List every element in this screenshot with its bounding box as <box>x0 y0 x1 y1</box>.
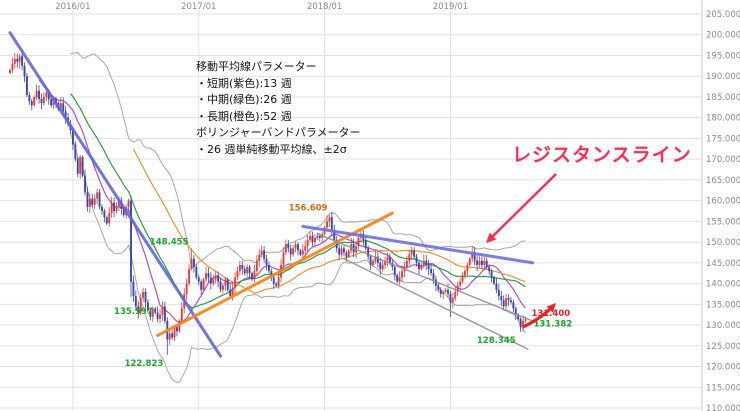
svg-text:148.455: 148.455 <box>150 238 189 248</box>
svg-text:120.000: 120.000 <box>706 363 740 373</box>
svg-text:135.000: 135.000 <box>706 300 740 310</box>
bb-detail-line: ・26 週単純移動平均線、±2σ <box>196 142 347 156</box>
svg-text:150.000: 150.000 <box>706 238 740 248</box>
svg-text:122.823: 122.823 <box>125 359 164 369</box>
price-labels: 148.455 156.609 135.597 122.823 128.345 131.4… <box>114 204 572 369</box>
trend-line-uptrend-2017 <box>156 211 394 337</box>
svg-text:125.000: 125.000 <box>706 342 740 352</box>
trend-line-channel-lower <box>343 257 529 350</box>
svg-text:200.000: 200.000 <box>706 31 740 41</box>
trend-line-downtrend-2016 <box>8 31 223 358</box>
svg-text:131.382: 131.382 <box>533 319 572 329</box>
ma-params-title: 移動平均線パラメーター <box>196 60 317 73</box>
svg-text:128.345: 128.345 <box>477 336 516 346</box>
svg-text:156.609: 156.609 <box>289 204 328 214</box>
svg-text:110.000: 110.000 <box>706 404 740 411</box>
svg-text:205.000: 205.000 <box>706 10 740 20</box>
bb-params-title: ボリンジャーバンドパラメーター <box>196 126 361 139</box>
indicator-parameter-box: 移動平均線パラメーター ・短期(紫色):13 週 ・中期(緑色):26 週 ・長… <box>196 59 361 158</box>
svg-text:140.000: 140.000 <box>706 280 740 290</box>
ma-long-line: ・長期(橙色):52 週 <box>196 109 292 123</box>
svg-text:170.000: 170.000 <box>706 155 740 165</box>
trend-line-channel-upper <box>316 233 539 324</box>
svg-text:185.000: 185.000 <box>706 93 740 103</box>
svg-text:115.000: 115.000 <box>706 383 740 393</box>
svg-text:195.000: 195.000 <box>706 51 740 61</box>
ma-short-line: ・短期(紫色):13 週 <box>196 76 292 90</box>
svg-text:180.000: 180.000 <box>706 114 740 124</box>
svg-text:2018/01: 2018/01 <box>307 2 342 12</box>
svg-text:131.400: 131.400 <box>531 309 570 319</box>
svg-text:2019/01: 2019/01 <box>433 2 468 12</box>
svg-text:2016/01: 2016/01 <box>55 2 90 12</box>
trend-line-resistance <box>301 224 535 265</box>
annotation-arrows <box>486 173 557 329</box>
svg-text:135.597: 135.597 <box>114 307 153 317</box>
svg-text:145.000: 145.000 <box>706 259 740 269</box>
svg-text:175.000: 175.000 <box>706 134 740 144</box>
svg-text:160.000: 160.000 <box>706 197 740 207</box>
y-axis-labels: 205.000 200.000 195.000 190.000 185.000 180.0… <box>706 10 740 411</box>
svg-text:165.000: 165.000 <box>706 176 740 186</box>
svg-text:2017/01: 2017/01 <box>181 2 216 12</box>
resistance-line-label: レジスタンスライン <box>512 144 692 166</box>
svg-text:155.000: 155.000 <box>706 217 740 227</box>
trend-lines[interactable] <box>8 31 539 358</box>
svg-text:130.000: 130.000 <box>706 321 740 331</box>
x-axis-labels: 2016/01 2017/01 2018/01 2019/01 <box>55 2 468 12</box>
ma-mid-line: ・中期(緑色):26 週 <box>196 93 292 106</box>
svg-text:190.000: 190.000 <box>706 72 740 82</box>
